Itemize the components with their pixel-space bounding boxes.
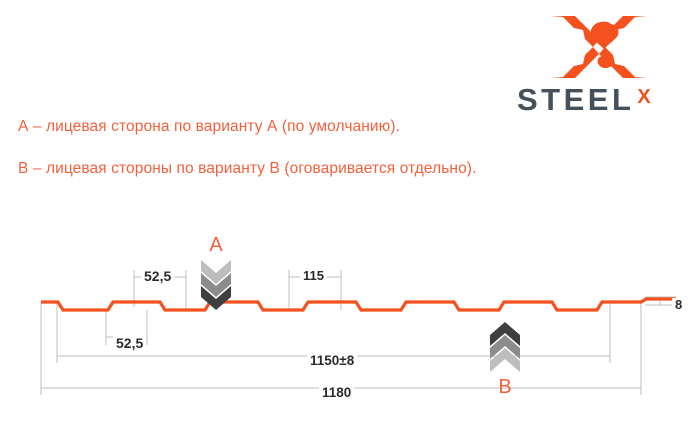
dimension-label-total-width: 1180 bbox=[319, 386, 355, 400]
dimension-label-profile-height: 8 bbox=[672, 298, 686, 311]
steelx-logo-mark-icon bbox=[549, 14, 649, 80]
dimension-lines bbox=[40, 270, 676, 395]
corrugated-profile-path bbox=[41, 297, 676, 312]
legend-line-variant-b: В – лицевая стороны по варианту В (огова… bbox=[18, 160, 477, 177]
dimension-label-rib-pitch-top: 52,5 bbox=[141, 269, 175, 283]
dimension-label-working-width: 1150±8 bbox=[307, 354, 358, 368]
side-marker-b-label: В bbox=[498, 376, 512, 398]
side-marker-a: А bbox=[196, 235, 236, 310]
dimension-label-rib-pitch-bottom: 52,5 bbox=[113, 336, 147, 350]
dimension-label-rib-span: 115 bbox=[300, 269, 327, 282]
brand-wordmark-superscript: X bbox=[637, 86, 651, 108]
brand-logo: STEEL X bbox=[517, 14, 683, 115]
side-marker-a-label: А bbox=[209, 234, 223, 256]
brand-wordmark: STEEL X bbox=[517, 82, 683, 117]
chevron-down-stack-icon bbox=[201, 260, 231, 310]
chevron-up-stack-icon bbox=[490, 322, 520, 372]
brand-wordmark-text: STEEL bbox=[517, 82, 635, 117]
side-marker-b: В bbox=[485, 322, 525, 397]
legend-line-variant-a: А – лицевая сторона по варианту А (по ум… bbox=[18, 118, 401, 135]
